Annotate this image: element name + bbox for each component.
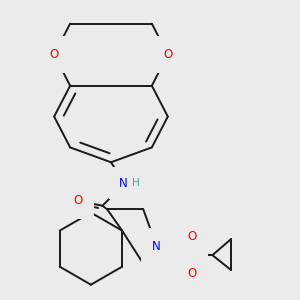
Text: O: O bbox=[187, 267, 196, 280]
Text: N: N bbox=[118, 177, 127, 190]
Text: O: O bbox=[50, 48, 59, 61]
Text: H: H bbox=[132, 178, 140, 188]
Text: N: N bbox=[152, 240, 161, 253]
Text: O: O bbox=[163, 48, 172, 61]
Text: O: O bbox=[187, 230, 196, 243]
Text: O: O bbox=[73, 194, 82, 207]
Text: S: S bbox=[180, 249, 187, 262]
